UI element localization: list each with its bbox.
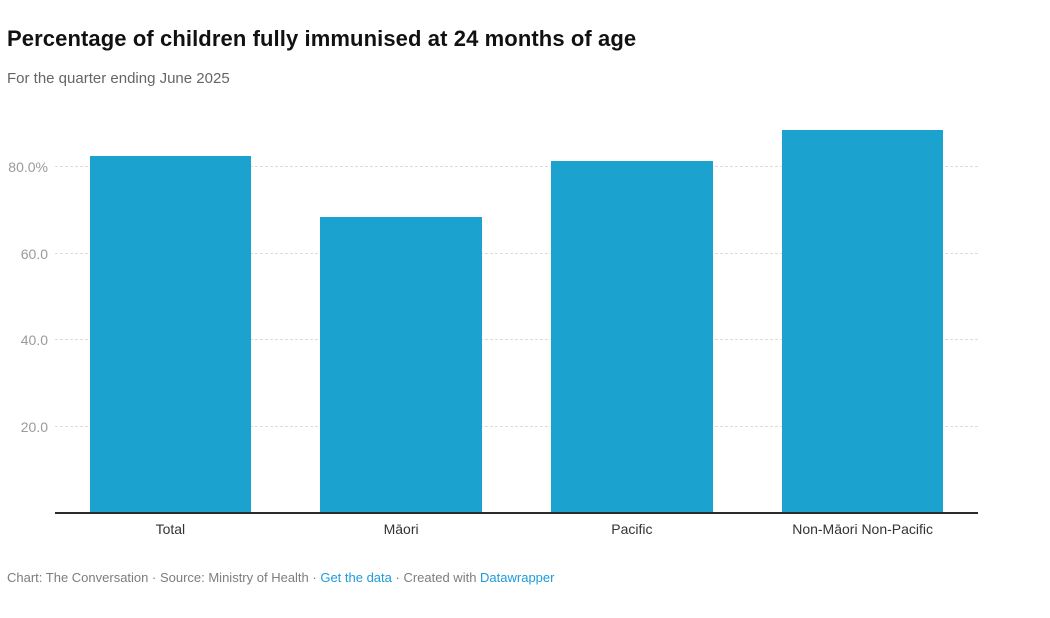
y-tick-label: 60.0 (20, 245, 48, 262)
get-the-data-link[interactable]: Get the data (320, 570, 392, 585)
footer-text-before: Chart: The Conversation · Source: Minist… (7, 570, 321, 585)
category-label: Pacific (611, 521, 653, 537)
chart-title: Percentage of children fully immunised a… (7, 26, 637, 51)
x-axis-line (55, 512, 978, 514)
datawrapper-link[interactable]: Datawrapper (480, 570, 555, 585)
attribution-footer: Chart: The Conversation · Source: Minist… (7, 570, 554, 585)
gridline (55, 252, 978, 254)
plot-area (55, 100, 978, 513)
y-axis-labels: 20.0 40.0 60.0 80.0% (0, 100, 48, 513)
category-label: Total (155, 521, 186, 537)
y-tick-label: 40.0 (20, 332, 48, 348)
footer-text-middle: · Created with (391, 570, 481, 585)
bar (551, 160, 713, 513)
x-axis-labels: Total Māori Pacific Non-Māori Non-Pacific (55, 521, 978, 537)
category-label: Non-Māori Non-Pacific (792, 521, 934, 537)
gridline (55, 339, 978, 340)
bar (781, 130, 944, 513)
y-tick-label: 80.0% (8, 159, 48, 175)
y-tick-label: 20.0 (20, 418, 48, 435)
gridline (55, 166, 978, 167)
category-label: Māori (383, 521, 419, 537)
chart-subtitle: For the quarter ending June 2025 (7, 70, 230, 87)
bar (320, 217, 482, 513)
gridline (55, 425, 978, 427)
bar (89, 156, 252, 513)
